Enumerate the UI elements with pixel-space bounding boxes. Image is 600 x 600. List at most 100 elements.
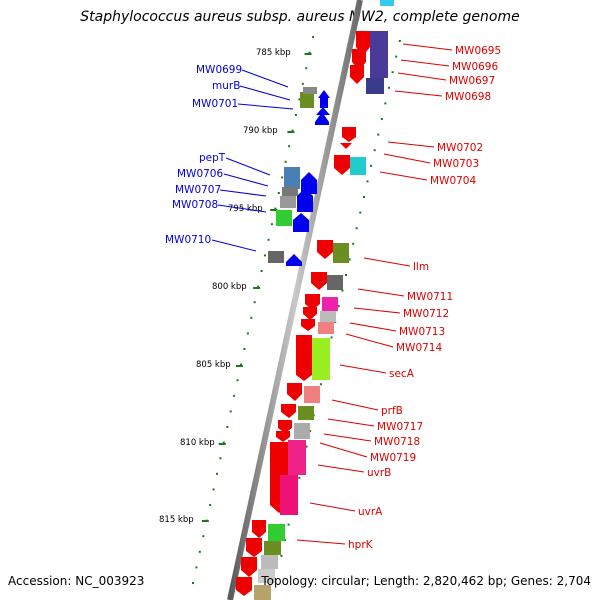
leader-line bbox=[239, 85, 291, 101]
gene-arrow[interactable] bbox=[342, 127, 356, 142]
label-secA[interactable]: secA bbox=[389, 368, 415, 380]
track-dot bbox=[373, 149, 376, 152]
gene-arrow[interactable] bbox=[334, 155, 350, 175]
track-dot bbox=[222, 441, 225, 444]
leader-line bbox=[309, 502, 356, 512]
label-MW0703[interactable]: MW0703 bbox=[433, 158, 479, 170]
track-dot bbox=[270, 223, 273, 226]
gene-arrow[interactable] bbox=[311, 272, 327, 290]
gene-block[interactable] bbox=[380, 0, 394, 6]
gene-arrow[interactable] bbox=[352, 49, 366, 70]
gene-block[interactable] bbox=[350, 157, 366, 175]
label-MW0708[interactable]: MW0708 bbox=[172, 199, 218, 211]
gene-block[interactable] bbox=[300, 92, 314, 108]
gene-arrow[interactable] bbox=[281, 404, 296, 418]
gene-block[interactable] bbox=[303, 87, 317, 94]
gene-block[interactable] bbox=[254, 585, 271, 600]
gene-arrow[interactable] bbox=[350, 65, 364, 84]
gene-block[interactable] bbox=[284, 167, 300, 189]
gene-arrow[interactable] bbox=[236, 577, 252, 596]
gene-block[interactable] bbox=[298, 406, 314, 420]
gene-block[interactable] bbox=[268, 251, 284, 263]
track-dot bbox=[345, 274, 347, 276]
label-MW0698[interactable]: MW0698 bbox=[445, 91, 491, 103]
right-track bbox=[280, 40, 401, 557]
label-MW0704[interactable]: MW0704 bbox=[430, 175, 476, 187]
label-MW0697[interactable]: MW0697 bbox=[449, 75, 495, 87]
label-MW0711[interactable]: MW0711 bbox=[407, 291, 453, 303]
gene-arrow[interactable] bbox=[293, 213, 309, 232]
gene-arrow[interactable] bbox=[278, 420, 292, 433]
gene-arrow[interactable] bbox=[316, 107, 330, 115]
gene-block[interactable] bbox=[288, 440, 306, 475]
gene-block[interactable] bbox=[304, 386, 320, 403]
gene-arrow[interactable] bbox=[287, 383, 302, 401]
gene-arrow[interactable] bbox=[296, 335, 312, 381]
gene-block[interactable] bbox=[280, 196, 296, 208]
label-MW0699[interactable]: MW0699 bbox=[196, 64, 242, 76]
gene-arrow[interactable] bbox=[318, 90, 330, 108]
label-MW0701[interactable]: MW0701 bbox=[192, 98, 238, 110]
gene-block[interactable] bbox=[280, 475, 298, 515]
track-dot bbox=[391, 71, 394, 74]
label-uvrA[interactable]: uvrA bbox=[358, 506, 383, 518]
track-dot bbox=[348, 258, 351, 261]
label-MW0696[interactable]: MW0696 bbox=[452, 61, 498, 73]
gene-arrow[interactable] bbox=[241, 557, 257, 577]
gene-arrow[interactable] bbox=[305, 294, 320, 310]
label-prfB[interactable]: prfB bbox=[381, 405, 403, 417]
gene-arrow[interactable] bbox=[297, 188, 313, 212]
gene-block[interactable] bbox=[333, 243, 349, 263]
gene-arrow[interactable] bbox=[317, 240, 333, 259]
label-MW0706[interactable]: MW0706 bbox=[177, 168, 223, 180]
gene-block[interactable] bbox=[322, 297, 338, 311]
gene-block[interactable] bbox=[312, 338, 330, 380]
track-dot bbox=[395, 55, 398, 58]
gene-arrow[interactable] bbox=[252, 520, 266, 538]
gene-arrow[interactable] bbox=[303, 307, 317, 320]
track-dot bbox=[308, 51, 311, 54]
accession-text: Accession: NC_003923 bbox=[8, 574, 145, 588]
gene-block[interactable] bbox=[294, 423, 310, 439]
leader-line bbox=[219, 189, 267, 197]
gene-block[interactable] bbox=[261, 555, 278, 569]
label-MW0719[interactable]: MW0719 bbox=[370, 452, 416, 464]
major-tick bbox=[201, 520, 209, 522]
label-MW0712[interactable]: MW0712 bbox=[403, 308, 449, 320]
label-uvrB[interactable]: uvrB bbox=[367, 467, 391, 479]
label-hprK[interactable]: hprK bbox=[348, 539, 374, 551]
label-MW0710[interactable]: MW0710 bbox=[165, 234, 211, 246]
gene-arrow[interactable] bbox=[340, 143, 352, 149]
label-MW0714[interactable]: MW0714 bbox=[396, 342, 442, 354]
label-pepT[interactable]: pepT bbox=[199, 152, 226, 164]
gene-block[interactable] bbox=[264, 541, 281, 555]
gene-arrow[interactable] bbox=[286, 254, 302, 266]
track-dot bbox=[319, 383, 322, 386]
track-dot bbox=[380, 118, 383, 120]
label-MW0718[interactable]: MW0718 bbox=[374, 436, 420, 448]
leader-line bbox=[317, 464, 365, 473]
gene-block[interactable] bbox=[276, 210, 292, 226]
label-MW0713[interactable]: MW0713 bbox=[399, 326, 445, 338]
label-murB[interactable]: murB bbox=[212, 80, 240, 92]
label-MW0707[interactable]: MW0707 bbox=[175, 184, 221, 196]
gene-block[interactable] bbox=[268, 524, 285, 541]
gene-block[interactable] bbox=[318, 322, 334, 334]
track-dot bbox=[298, 98, 301, 101]
label-MW0717[interactable]: MW0717 bbox=[377, 421, 423, 433]
label-MW0695[interactable]: MW0695 bbox=[455, 45, 501, 57]
gene-block[interactable] bbox=[327, 275, 343, 290]
gene-block[interactable] bbox=[282, 187, 298, 196]
gene-block[interactable] bbox=[320, 311, 336, 322]
gene-arrow[interactable] bbox=[301, 319, 315, 331]
gene-arrow[interactable] bbox=[276, 431, 290, 442]
gene-block[interactable] bbox=[258, 569, 275, 583]
track-dot bbox=[281, 176, 284, 179]
gene-block[interactable] bbox=[366, 78, 384, 94]
gene-arrow[interactable] bbox=[315, 112, 329, 125]
gene-arrow[interactable] bbox=[246, 538, 262, 557]
label-MW0702[interactable]: MW0702 bbox=[437, 142, 483, 154]
label-llm[interactable]: llm bbox=[413, 261, 429, 273]
leader-line bbox=[383, 153, 431, 164]
gene-block[interactable] bbox=[370, 31, 388, 78]
